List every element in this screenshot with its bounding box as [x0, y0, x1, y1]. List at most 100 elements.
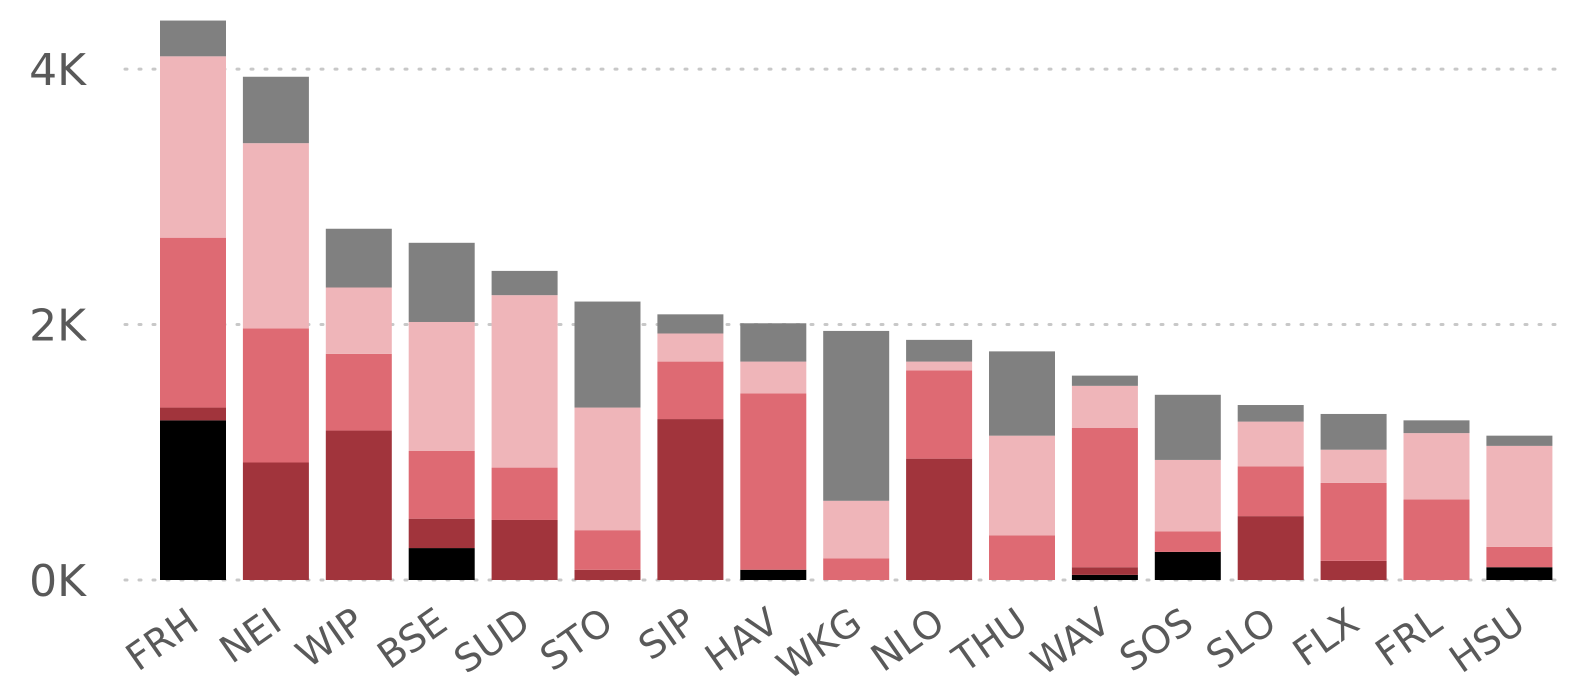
bar-segment-sos-4: [1154, 459, 1221, 532]
bar-segment-slo-3: [1237, 466, 1304, 517]
bar-stack-sip: [657, 314, 724, 580]
bar-segment-sip-2: [657, 419, 724, 580]
x-category-label: HSU: [1441, 599, 1532, 681]
bar-segment-frl-5: [1403, 420, 1470, 434]
x-category-label: NEI: [212, 599, 289, 672]
x-category-label: WIP: [288, 599, 372, 676]
x-category-label: HAV: [697, 599, 786, 680]
bar-segment-nlo-2: [906, 458, 973, 580]
bars: [160, 20, 1553, 580]
x-category-label: FRH: [118, 599, 206, 679]
bar-segment-bse-2: [408, 518, 475, 549]
bar-segment-nei-5: [242, 76, 309, 144]
bar-stack-wav: [1071, 375, 1138, 580]
bar-segment-flx-2: [1320, 560, 1387, 580]
x-category-label: BSE: [369, 599, 454, 677]
bar-segment-sos-5: [1154, 394, 1221, 460]
bar-segment-slo-5: [1237, 405, 1304, 422]
bar-segment-nlo-5: [906, 339, 973, 362]
x-category-label: FRL: [1368, 599, 1450, 675]
bar-segment-sto-4: [574, 407, 641, 531]
bar-segment-nlo-4: [906, 361, 973, 371]
bar-segment-wip-4: [325, 287, 392, 354]
bar-stack-sos: [1154, 394, 1221, 580]
bar-segment-bse-4: [408, 321, 475, 451]
bar-segment-wkg-4: [823, 500, 890, 559]
bar-segment-flx-3: [1320, 482, 1387, 561]
bar-segment-frl-4: [1403, 433, 1470, 500]
bar-segment-wav-5: [1071, 375, 1138, 386]
bar-segment-sud-2: [491, 519, 558, 580]
bar-segment-sos-3: [1154, 531, 1221, 552]
bar-segment-wip-5: [325, 228, 392, 288]
bar-segment-sud-5: [491, 270, 558, 296]
x-category-label: NLO: [863, 599, 952, 680]
bar-segment-wav-4: [1071, 385, 1138, 429]
bar-segment-sip-3: [657, 361, 724, 420]
bar-segment-wav-2: [1071, 567, 1138, 575]
bar-stack-sud: [491, 270, 558, 580]
x-category-label: SLO: [1198, 599, 1284, 677]
bar-segment-hsu-1: [1486, 567, 1553, 580]
x-category-label: WAV: [1023, 599, 1118, 684]
bar-stack-nlo: [906, 339, 973, 580]
x-category-label: SOS: [1112, 599, 1201, 680]
bar-segment-frl-3: [1403, 499, 1470, 580]
bar-stack-hav: [740, 323, 807, 580]
x-category-label: SIP: [631, 599, 704, 668]
bar-segment-flx-4: [1320, 449, 1387, 483]
y-tick-label: 4K: [29, 45, 87, 96]
bar-segment-wkg-5: [823, 330, 890, 501]
y-tick-label: 2K: [29, 301, 87, 352]
bar-stack-flx: [1320, 413, 1387, 580]
x-category-label: STO: [532, 599, 621, 679]
x-category-label: WKG: [769, 599, 870, 684]
bar-stack-thu: [989, 351, 1055, 580]
bar-segment-hsu-4: [1486, 445, 1553, 547]
bar-stack-wkg: [823, 330, 890, 580]
bar-segment-hav-4: [740, 361, 807, 394]
bar-segment-sto-2: [574, 569, 641, 580]
bar-stack-bse: [408, 242, 475, 580]
bar-segment-sip-5: [657, 314, 724, 334]
bar-stack-wip: [325, 228, 392, 580]
bar-segment-hav-1: [740, 569, 807, 580]
bar-stack-frh: [160, 20, 226, 580]
bar-segment-wip-3: [325, 353, 392, 431]
x-category-label: FLX: [1285, 599, 1367, 675]
bar-segment-nei-2: [242, 462, 309, 580]
x-category-label: THU: [944, 599, 1035, 681]
bar-segment-slo-4: [1237, 421, 1304, 467]
bar-segment-bse-5: [408, 242, 475, 322]
bar-segment-sip-4: [657, 333, 724, 362]
bar-segment-hsu-5: [1486, 435, 1553, 446]
bar-segment-wav-3: [1071, 428, 1138, 568]
bar-segment-sud-4: [491, 295, 558, 468]
bar-segment-thu-5: [989, 351, 1055, 436]
bar-segment-slo-2: [1237, 516, 1304, 580]
bar-segment-wkg-3: [823, 558, 890, 580]
bar-stack-sto: [574, 301, 641, 580]
bar-segment-frh-5: [160, 20, 226, 57]
bar-segment-frh-4: [160, 56, 226, 238]
bar-segment-nlo-3: [906, 370, 973, 459]
y-axis: 0K 2K 4K: [29, 45, 87, 607]
bar-segment-bse-3: [408, 450, 475, 519]
bar-stack-hsu: [1486, 435, 1553, 580]
bar-stack-slo: [1237, 405, 1304, 580]
bar-segment-hav-3: [740, 393, 807, 570]
bar-segment-wip-2: [325, 430, 392, 580]
bar-stack-frl: [1403, 420, 1470, 580]
bar-segment-thu-3: [989, 535, 1055, 580]
bar-segment-sto-3: [574, 530, 641, 570]
bar-segment-frh-1: [160, 420, 226, 580]
bar-segment-bse-1: [408, 548, 475, 580]
bar-segment-flx-5: [1320, 413, 1387, 450]
bar-segment-nei-4: [242, 143, 309, 329]
bar-segment-frh-2: [160, 407, 226, 421]
bar-segment-sto-5: [574, 301, 641, 408]
x-category-label: SUD: [446, 599, 538, 682]
bar-segment-hav-5: [740, 323, 807, 362]
